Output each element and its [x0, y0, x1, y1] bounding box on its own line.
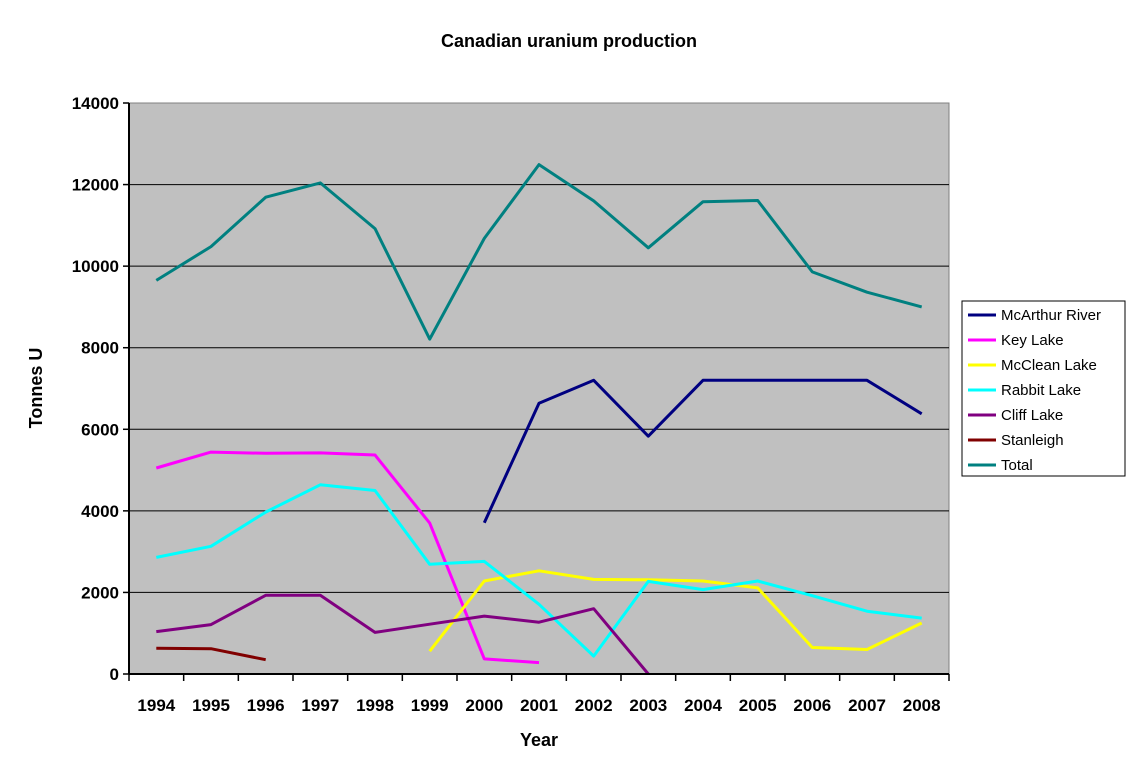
x-tick-label: 2002	[575, 696, 613, 715]
plot-area	[128, 102, 950, 675]
x-tick-label: 1997	[301, 696, 339, 715]
x-tick-label: 2008	[903, 696, 941, 715]
y-tick-label: 10000	[72, 257, 119, 276]
series-line-mcarthur-river	[482, 378, 923, 524]
x-tick-label: 2000	[465, 696, 503, 715]
y-tick-label: 14000	[72, 94, 119, 113]
series-line-cliff-lake	[156, 593, 650, 675]
x-tick-label: 2003	[629, 696, 667, 715]
y-tick-label: 2000	[81, 583, 119, 602]
series-line-total	[155, 163, 923, 341]
series-line-rabbit-lake	[156, 483, 922, 658]
y-tick-label: 6000	[81, 420, 119, 439]
axes	[123, 102, 950, 681]
x-tick-label: 2001	[520, 696, 558, 715]
legend-label-key-lake: Key Lake	[1001, 332, 1064, 349]
legend-label-total: Total	[1001, 457, 1033, 474]
y-tick-labels: 0 2000 4000 6000 8000 10000 12000 14000	[72, 94, 119, 684]
x-tick-label: 1995	[192, 696, 230, 715]
y-tick-label: 12000	[72, 176, 119, 195]
chart-title: Canadian uranium production	[441, 31, 697, 51]
legend-label-cliff-lake: Cliff Lake	[1001, 407, 1063, 424]
legend-label-stanleigh: Stanleigh	[1001, 432, 1064, 449]
legend: McArthur River Key Lake McClean Lake Rabbit…	[961, 300, 1126, 477]
series-lines	[155, 163, 923, 675]
x-tick-label: 1999	[411, 696, 449, 715]
x-tick-label: 2004	[684, 696, 722, 715]
y-tick-label: 0	[110, 665, 119, 684]
x-tick-label: 2005	[739, 696, 777, 715]
series-line-mcclean-lake	[428, 569, 923, 653]
legend-items: McArthur River Key Lake McClean Lake Rabbit…	[968, 307, 1101, 474]
x-tick-labels: 1994 1995 1996 1997 1998 1999 2000 2001 2002 2003…	[137, 696, 940, 715]
x-axis-title: Year	[520, 730, 558, 750]
legend-label-mcarthur-river: McArthur River	[1001, 307, 1101, 324]
legend-label-rabbit-lake: Rabbit Lake	[1001, 382, 1081, 399]
x-tick-label: 1994	[137, 696, 175, 715]
y-tick-label: 4000	[81, 502, 119, 521]
x-tick-label: 2006	[793, 696, 831, 715]
series-line-stanleigh	[156, 646, 266, 662]
x-tick-label: 2007	[848, 696, 886, 715]
x-tick-label: 1998	[356, 696, 394, 715]
series-line-key-lake	[155, 450, 540, 665]
y-axis-title: Tonnes U	[26, 348, 46, 429]
legend-label-mcclean-lake: McClean Lake	[1001, 357, 1097, 374]
y-tick-label: 8000	[81, 339, 119, 358]
x-tick-label: 1996	[247, 696, 285, 715]
